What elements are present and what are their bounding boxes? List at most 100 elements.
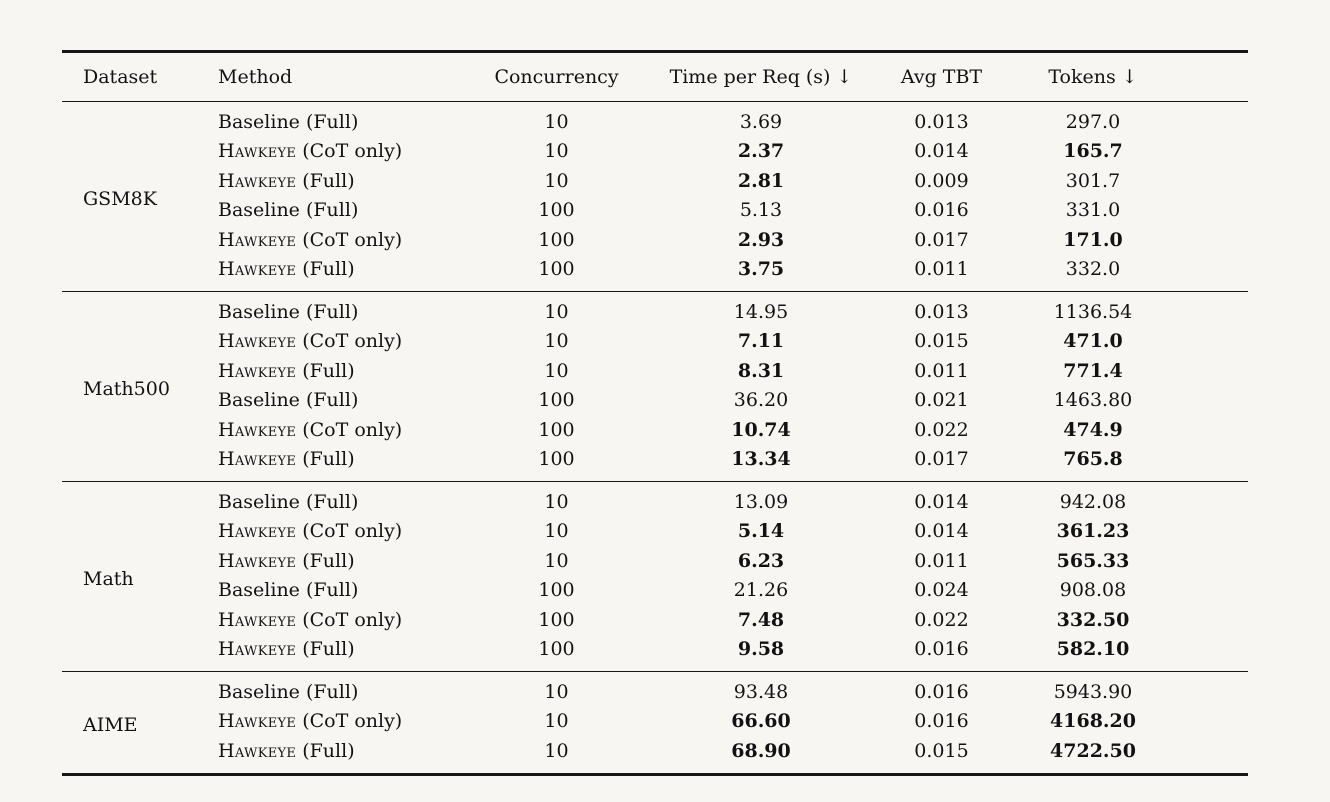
method-text: Baseline (Full) [218,199,359,222]
column-header-avg-tbt: Avg TBT [900,66,983,88]
table-row: Baseline (Full) 100 36.20 0.021 1463.80 [62,386,1248,416]
time-per-req-cell: 13.09 [733,490,789,513]
tokens-cell: 4722.50 [1050,739,1136,762]
method-text: (CoT only) [296,608,403,631]
column-header-time-per-req: Time per Req (s) ↓ [669,66,853,88]
method-brand-smallcaps: Hawkeye [218,359,297,382]
method-text: (CoT only) [296,520,403,543]
spacer-cell [1180,672,1248,707]
concurrency-cell: 100 [538,418,575,441]
table-row: Hawkeye (CoT only) 10 7.11 0.015 471.0 [62,327,1248,357]
concurrency-cell: 10 [544,680,569,703]
avg-tbt-cell: 0.014 [914,520,969,543]
method-brand-smallcaps: Hawkeye [218,520,297,543]
avg-tbt-cell: 0.014 [914,140,969,163]
table-row: Hawkeye (Full) 100 3.75 0.011 332.0 [62,255,1248,292]
spacer-cell [1180,736,1248,774]
avg-tbt-cell: 0.014 [914,490,969,513]
tokens-cell: 331.0 [1065,199,1121,222]
method-cell: Hawkeye (Full) [200,635,468,672]
tokens-cell: 771.4 [1063,359,1123,382]
table-row: Hawkeye (CoT only) 100 2.93 0.017 171.0 [62,225,1248,255]
concurrency-cell: 100 [538,258,575,281]
method-brand-smallcaps: Hawkeye [218,549,297,572]
tokens-cell: 582.10 [1056,638,1130,661]
spacer-cell [1180,517,1248,547]
column-header-tokens: Tokens ↓ [1048,66,1138,88]
time-per-req-cell: 68.90 [731,739,791,762]
method-text: Baseline (Full) [218,579,359,602]
spacer-cell [1180,137,1248,167]
concurrency-cell: 10 [544,710,569,733]
tokens-cell: 4168.20 [1050,710,1136,733]
concurrency-cell: 100 [538,638,575,661]
method-text: (CoT only) [296,228,403,251]
time-per-req-cell: 2.37 [737,140,785,163]
concurrency-cell: 10 [544,549,569,572]
method-text: Baseline (Full) [218,110,359,133]
dataset-label: Math500 [83,378,170,400]
method-cell: Baseline (Full) [200,292,468,327]
spacer-cell [1180,546,1248,576]
avg-tbt-cell: 0.009 [914,169,969,192]
time-per-req-cell: 8.31 [737,359,785,382]
spacer-cell [1180,445,1248,482]
spacer-cell [1180,102,1248,137]
method-text: (Full) [296,549,355,572]
spacer-cell [1180,605,1248,635]
table-row: Hawkeye (Full) 10 6.23 0.011 565.33 [62,546,1248,576]
table-row: Baseline (Full) 100 5.13 0.016 331.0 [62,196,1248,226]
time-per-req-cell: 21.26 [733,579,789,602]
table-row: AIME Baseline (Full) 10 93.48 0.016 5943.90 [62,672,1248,736]
method-cell: Hawkeye (CoT only) [200,137,468,167]
dataset-group-aime: AIME Baseline (Full) 10 93.48 0.016 5943.90 Ha… [62,671,1248,775]
table-row: Math500 Baseline (Full) 10 14.95 0.013 1136.5… [62,292,1248,400]
concurrency-cell: 100 [538,448,575,471]
concurrency-cell: 100 [538,199,575,222]
method-brand-smallcaps: Hawkeye [218,448,297,471]
column-header-dataset: Dataset [83,66,158,88]
table-row: Math Baseline (Full) 10 13.09 0.014 942.08 [62,482,1248,590]
concurrency-cell: 10 [544,359,569,382]
time-per-req-cell: 36.20 [733,389,789,412]
table-row: Hawkeye (CoT only) 100 10.74 0.022 474.9 [62,415,1248,445]
avg-tbt-cell: 0.011 [914,549,969,572]
time-per-req-cell: 14.95 [733,300,789,323]
spacer-cell [1180,576,1248,606]
spacer-cell [1180,327,1248,357]
column-header-spacer [1180,52,1248,102]
method-cell: Baseline (Full) [200,576,468,606]
spacer-cell [1180,707,1248,737]
method-brand-smallcaps: Hawkeye [218,608,297,631]
results-table: Dataset Method Concurrency Time per Req … [62,50,1248,776]
avg-tbt-cell: 0.013 [914,300,969,323]
avg-tbt-cell: 0.013 [914,110,969,133]
concurrency-cell: 10 [544,110,569,133]
method-cell: Hawkeye (CoT only) [200,415,468,445]
concurrency-cell: 10 [544,520,569,543]
table-row: Hawkeye (Full) 100 13.34 0.017 765.8 [62,445,1248,482]
method-cell: Baseline (Full) [200,482,468,517]
concurrency-cell: 10 [544,490,569,513]
method-brand-smallcaps: Hawkeye [218,330,297,353]
avg-tbt-cell: 0.017 [914,228,969,251]
time-per-req-cell: 6.23 [737,549,785,572]
concurrency-cell: 10 [544,739,569,762]
column-header-method: Method [218,66,293,88]
method-text: (Full) [296,739,355,762]
avg-tbt-cell: 0.021 [914,389,969,412]
tokens-cell: 565.33 [1056,549,1130,572]
tokens-cell: 5943.90 [1053,680,1133,703]
method-cell: Hawkeye (CoT only) [200,605,468,635]
spacer-cell [1180,255,1248,292]
tokens-cell: 361.23 [1056,520,1130,543]
method-cell: Baseline (Full) [200,102,468,137]
method-cell: Hawkeye (Full) [200,736,468,774]
concurrency-cell: 10 [544,169,569,192]
avg-tbt-cell: 0.016 [914,710,969,733]
avg-tbt-cell: 0.015 [914,330,969,353]
time-per-req-cell: 2.93 [737,228,785,251]
tokens-cell: 474.9 [1063,418,1123,441]
method-brand-smallcaps: Hawkeye [218,169,297,192]
tokens-cell: 165.7 [1063,140,1123,163]
